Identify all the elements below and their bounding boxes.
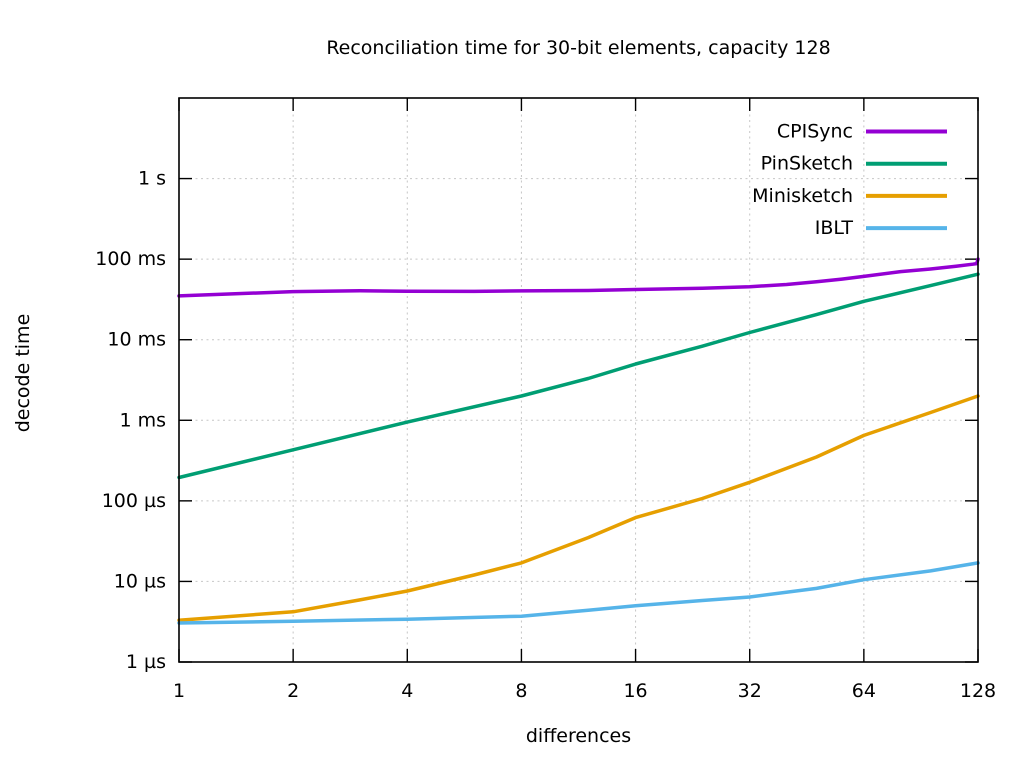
x-tick-label-32: 32	[738, 680, 762, 702]
x-tick-label-4: 4	[401, 680, 413, 702]
y-tick-label-1 ms: 1 ms	[119, 409, 166, 431]
x-axis-title: differences	[525, 725, 632, 747]
legend-label-IBLT: IBLT	[815, 217, 854, 239]
legend-label-Minisketch: Minisketch	[752, 185, 853, 207]
chart-title: Reconciliation time for 30-bit elements,…	[326, 37, 831, 59]
x-tick-label-2: 2	[287, 680, 299, 702]
series-line-IBLT	[177, 561, 980, 625]
x-tick-label-128: 128	[960, 680, 996, 702]
chart-generated: 1 2 4 8 16 32 64 128 1 s 100 ms 10 ms 1 ms 100 µs 10 …	[95, 98, 996, 702]
series-line-CPISync	[177, 257, 980, 298]
x-tick-label-1: 1	[173, 680, 185, 702]
x-tick-label-64: 64	[852, 680, 876, 702]
y-tick-label-10 ms: 10 ms	[107, 329, 166, 351]
x-tick-label-8: 8	[515, 680, 527, 702]
y-tick-label-10 µs: 10 µs	[114, 570, 166, 592]
y-tick-label-100 µs: 100 µs	[102, 490, 166, 512]
series-line-PinSketch	[177, 272, 980, 480]
y-tick-label-1 µs: 1 µs	[126, 651, 166, 673]
legend-label-CPISync: CPISync	[777, 121, 853, 143]
plot-border	[178, 97, 979, 663]
x-tick-label-16: 16	[623, 680, 647, 702]
y-tick-label-1 s: 1 s	[138, 168, 166, 190]
y-tick-label-100 ms: 100 ms	[95, 248, 166, 270]
series-line-Minisketch	[177, 394, 980, 622]
legend-label-PinSketch: PinSketch	[761, 153, 853, 175]
